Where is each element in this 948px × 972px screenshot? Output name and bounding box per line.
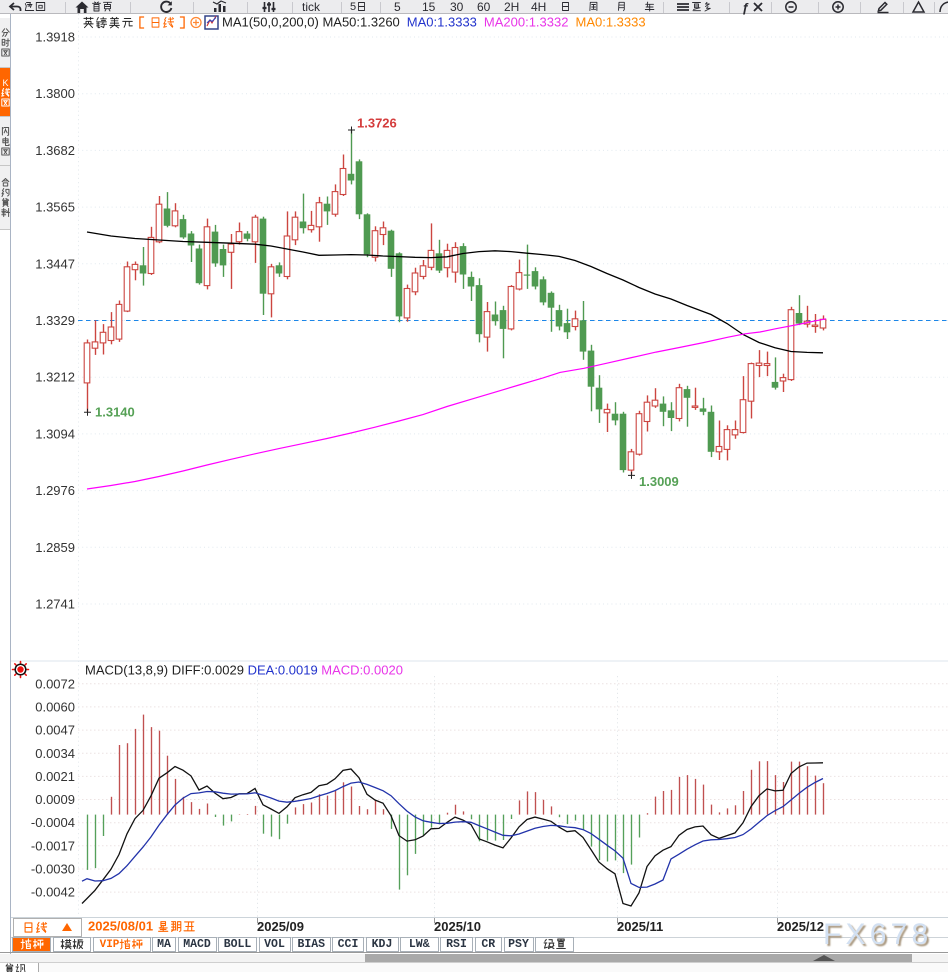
svg-text:-0.0004: -0.0004 bbox=[31, 815, 75, 830]
svg-text:FX678: FX678 bbox=[823, 918, 932, 951]
svg-text:1.3682: 1.3682 bbox=[35, 143, 75, 158]
svg-text:0.0009: 0.0009 bbox=[35, 792, 75, 807]
svg-text:0.0047: 0.0047 bbox=[35, 723, 75, 738]
svg-text:MACD:0.0020: MACD:0.0020 bbox=[321, 662, 403, 677]
svg-text:0.0034: 0.0034 bbox=[35, 746, 75, 761]
svg-text:0.0060: 0.0060 bbox=[35, 699, 75, 714]
svg-text:0.0021: 0.0021 bbox=[35, 769, 75, 784]
svg-text:2025/12: 2025/12 bbox=[777, 919, 824, 934]
svg-text:1.3140: 1.3140 bbox=[95, 404, 135, 419]
svg-text:MA1(50,0,200,0) MA50:1.3260: MA1(50,0,200,0) MA50:1.3260 bbox=[222, 14, 400, 29]
svg-text:1.3329: 1.3329 bbox=[35, 313, 75, 328]
svg-text:-0.0030: -0.0030 bbox=[31, 862, 75, 877]
svg-text:MACD(13,8,9) DIFF:0.0029: MACD(13,8,9) DIFF:0.0029 bbox=[85, 662, 244, 677]
svg-text:K: K bbox=[2, 78, 8, 87]
svg-text:1.3726: 1.3726 bbox=[357, 116, 397, 131]
svg-text:2025/11: 2025/11 bbox=[617, 919, 663, 934]
svg-text:1.2976: 1.2976 bbox=[35, 483, 75, 498]
svg-text:1.2741: 1.2741 bbox=[35, 597, 75, 612]
svg-text:1.3800: 1.3800 bbox=[35, 86, 75, 101]
svg-text:1.3447: 1.3447 bbox=[35, 256, 75, 271]
svg-text:-0.0042: -0.0042 bbox=[31, 885, 75, 900]
svg-text:1.3565: 1.3565 bbox=[35, 200, 75, 215]
svg-text:0.0072: 0.0072 bbox=[35, 676, 75, 691]
svg-text:2025/08/01: 2025/08/01 bbox=[88, 918, 153, 933]
svg-text:MA0:1.3333: MA0:1.3333 bbox=[576, 14, 646, 29]
svg-text:1.2859: 1.2859 bbox=[35, 540, 75, 555]
svg-text:DEA:0.0019: DEA:0.0019 bbox=[248, 662, 318, 677]
svg-text:2025/09: 2025/09 bbox=[257, 919, 304, 934]
svg-text:-0.0017: -0.0017 bbox=[31, 838, 75, 853]
svg-text:MA200:1.3332: MA200:1.3332 bbox=[484, 14, 569, 29]
svg-text:MA0:1.3333: MA0:1.3333 bbox=[407, 14, 477, 29]
svg-text:1.3212: 1.3212 bbox=[35, 370, 75, 385]
svg-text:1.3094: 1.3094 bbox=[35, 426, 75, 441]
svg-text:1.3918: 1.3918 bbox=[35, 30, 75, 45]
svg-text:1.3009: 1.3009 bbox=[639, 474, 679, 489]
svg-text:2025/10: 2025/10 bbox=[434, 919, 481, 934]
